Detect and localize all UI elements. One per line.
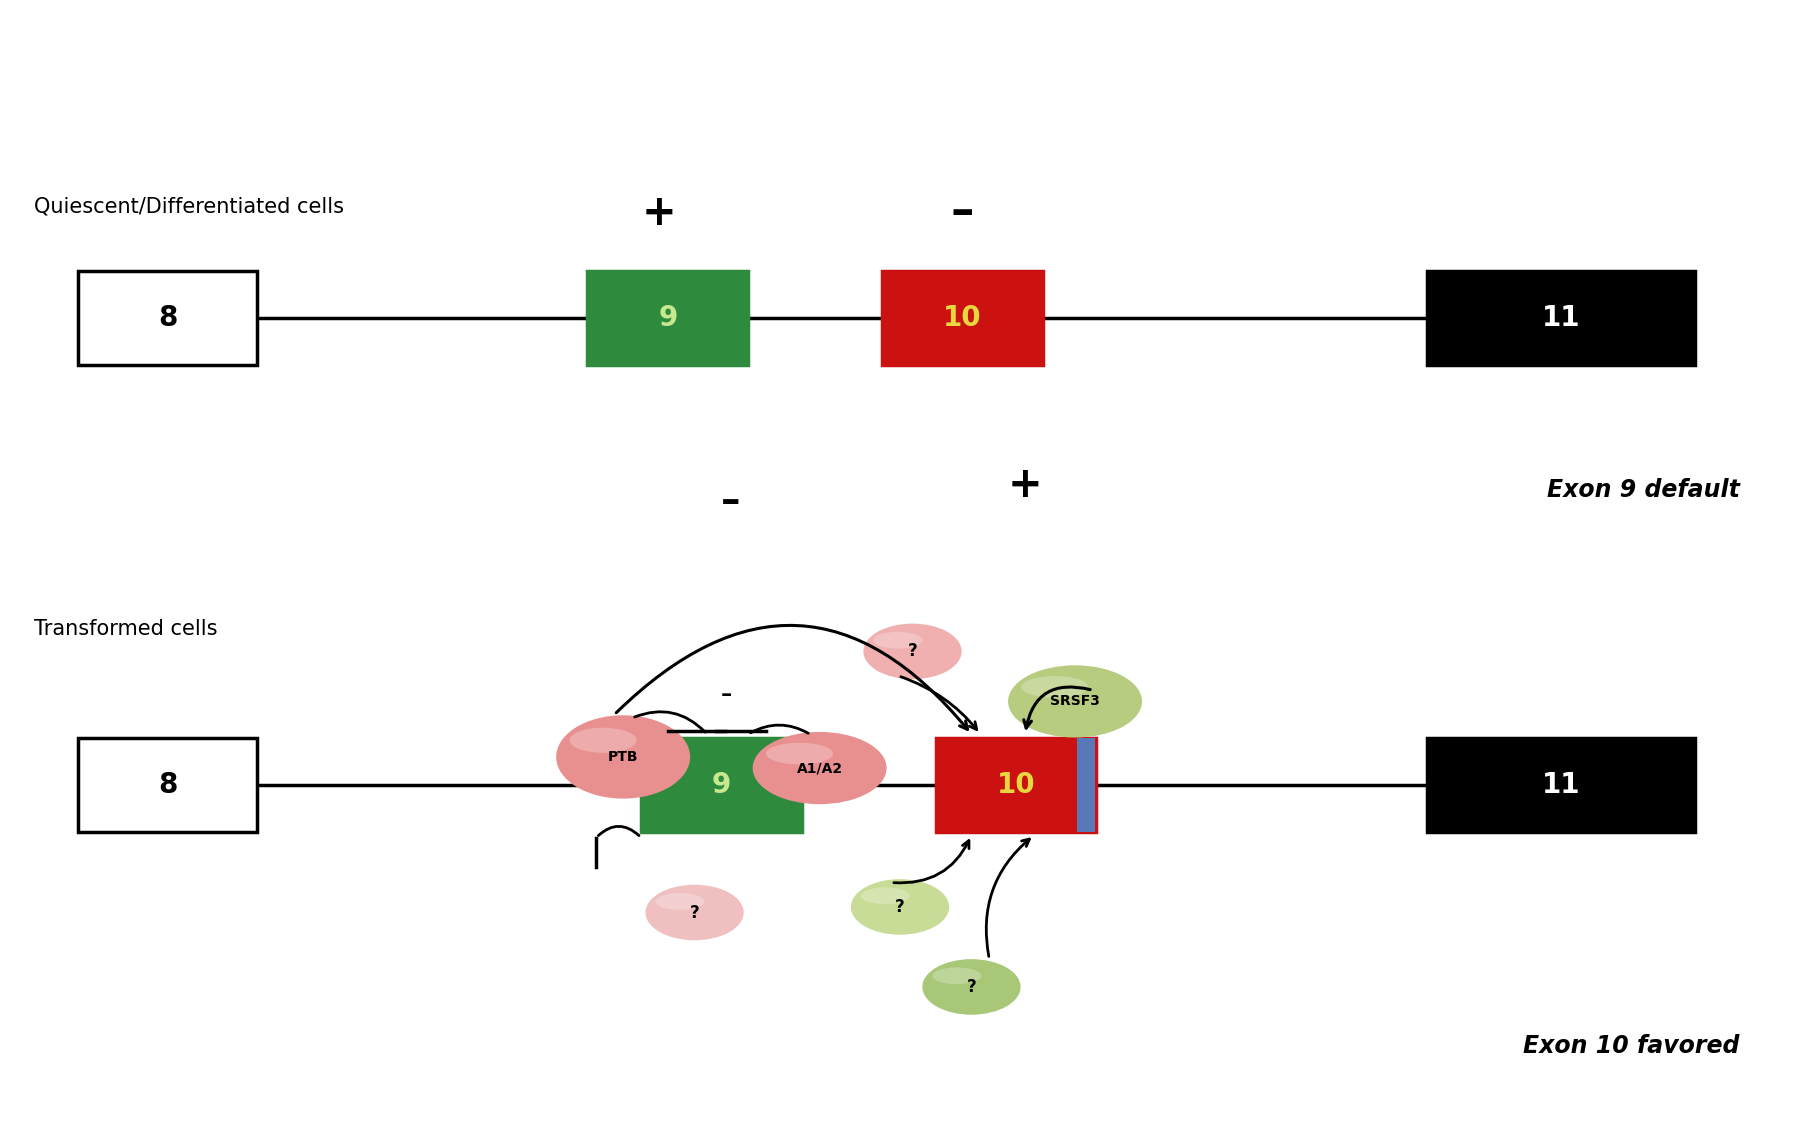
- Text: 8: 8: [158, 304, 178, 332]
- Text: Transformed cells: Transformed cells: [34, 619, 218, 639]
- Ellipse shape: [752, 732, 887, 804]
- Text: ?: ?: [907, 642, 918, 660]
- Text: ?: ?: [895, 898, 905, 916]
- Ellipse shape: [932, 968, 981, 984]
- Text: +: +: [641, 191, 677, 234]
- Ellipse shape: [1021, 676, 1089, 698]
- Text: –: –: [722, 685, 733, 705]
- Bar: [936, 738, 1096, 832]
- Text: ?: ?: [967, 978, 976, 996]
- Text: Quiescent/Differentiated cells: Quiescent/Differentiated cells: [34, 197, 344, 217]
- Text: ?: ?: [689, 903, 700, 921]
- Ellipse shape: [655, 893, 704, 910]
- Bar: [882, 271, 1042, 366]
- Bar: [1427, 738, 1696, 832]
- Bar: [587, 271, 749, 366]
- Text: 11: 11: [1541, 304, 1580, 332]
- Bar: [79, 271, 257, 366]
- Text: 11: 11: [1541, 771, 1580, 799]
- Text: –: –: [950, 190, 974, 235]
- Bar: [79, 738, 257, 832]
- Bar: [641, 738, 801, 832]
- Text: 9: 9: [711, 771, 731, 799]
- Text: 10: 10: [943, 304, 981, 332]
- Bar: [1427, 271, 1696, 366]
- Ellipse shape: [860, 888, 909, 904]
- Ellipse shape: [864, 623, 961, 679]
- Ellipse shape: [569, 728, 637, 753]
- Ellipse shape: [767, 742, 833, 765]
- Text: A1/A2: A1/A2: [797, 760, 842, 775]
- Text: Exon 10 favored: Exon 10 favored: [1523, 1034, 1739, 1058]
- Text: 9: 9: [659, 304, 677, 332]
- Ellipse shape: [1008, 665, 1141, 738]
- Ellipse shape: [556, 716, 689, 799]
- Text: –: –: [720, 483, 740, 521]
- Text: SRSF3: SRSF3: [1049, 694, 1100, 709]
- Bar: [1076, 738, 1094, 832]
- Ellipse shape: [646, 884, 743, 940]
- Text: 10: 10: [997, 771, 1035, 799]
- Text: 8: 8: [158, 771, 178, 799]
- Text: PTB: PTB: [608, 750, 639, 764]
- Ellipse shape: [922, 960, 1021, 1015]
- Ellipse shape: [873, 632, 922, 649]
- Text: +: +: [1008, 464, 1042, 506]
- Ellipse shape: [851, 879, 949, 935]
- Text: Exon 9 default: Exon 9 default: [1546, 478, 1739, 502]
